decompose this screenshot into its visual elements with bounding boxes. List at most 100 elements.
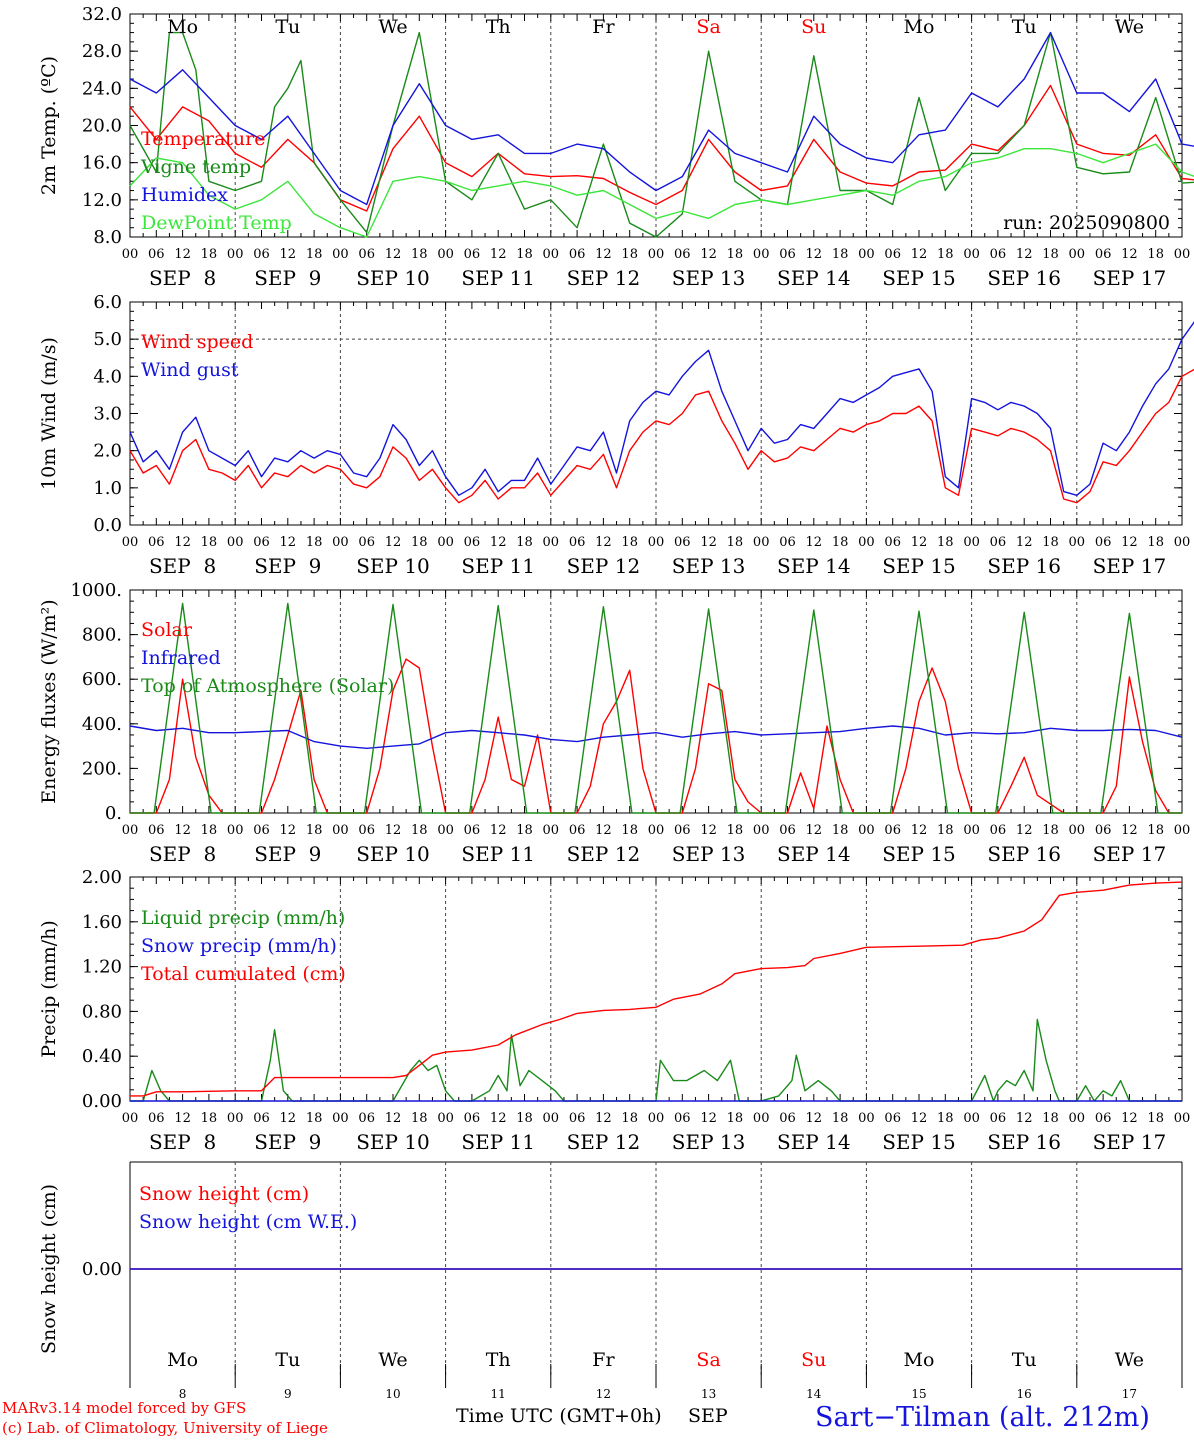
hour-label: 12	[385, 247, 402, 262]
y-tick-label: 800.	[82, 625, 122, 646]
time-axis-label: Time UTC (GMT+0h)	[456, 1405, 662, 1427]
month-label: SEP	[688, 1405, 728, 1427]
hour-label: 06	[358, 247, 375, 262]
hour-label: 12	[490, 535, 507, 550]
hour-label: 00	[1174, 535, 1191, 550]
hour-label: 12	[700, 247, 717, 262]
hour-label: 06	[569, 823, 586, 838]
hour-label: 12	[385, 1111, 402, 1126]
hour-label: 00	[963, 1111, 980, 1126]
hour-label: 00	[858, 535, 875, 550]
hour-label: 12	[174, 823, 191, 838]
plot-frame	[129, 589, 1183, 814]
hour-label: 06	[1095, 247, 1112, 262]
hour-label: 12	[174, 535, 191, 550]
hour-label: 06	[148, 535, 165, 550]
date-label: SEP 13	[672, 554, 746, 578]
hour-label: 00	[437, 535, 454, 550]
hour-label: 18	[727, 247, 744, 262]
legend-entry: Vigne temp	[140, 156, 251, 178]
panel-1	[129, 13, 1194, 238]
hour-label: 00	[122, 535, 139, 550]
hour-label: 00	[963, 823, 980, 838]
hour-label: 00	[753, 247, 770, 262]
hour-label: 12	[1016, 823, 1033, 838]
hour-label: 18	[411, 823, 428, 838]
date-label: SEP 14	[777, 842, 851, 866]
hour-label: 06	[358, 1111, 375, 1126]
hour-label: 18	[832, 823, 849, 838]
date-label: SEP 14	[777, 266, 851, 290]
hour-label: 06	[253, 823, 270, 838]
hour-label: 12	[595, 247, 612, 262]
hour-label: 18	[832, 1111, 849, 1126]
weekday-label: Fr	[592, 16, 615, 38]
hour-label: 12	[1016, 1111, 1033, 1126]
run-label: run: 2025090800	[1003, 212, 1170, 234]
day-number-label: 8	[179, 1387, 187, 1401]
hour-label: 00	[648, 247, 665, 262]
date-label: SEP 13	[672, 842, 746, 866]
hour-label: 06	[358, 535, 375, 550]
hour-label: 18	[621, 1111, 638, 1126]
day-number-label: 17	[1122, 1387, 1137, 1401]
hour-label: 18	[201, 535, 218, 550]
hour-label: 18	[1042, 1111, 1059, 1126]
hour-label: 06	[990, 247, 1007, 262]
hour-label: 00	[858, 823, 875, 838]
date-label: SEP 12	[567, 1130, 641, 1154]
hour-label: 00	[1069, 247, 1086, 262]
hour-label: 18	[201, 823, 218, 838]
hour-label: 12	[1121, 247, 1138, 262]
station-title: Sart−Tilman (alt. 212m)	[815, 1402, 1150, 1433]
hour-label: 18	[1147, 1111, 1164, 1126]
hour-label: 00	[1069, 823, 1086, 838]
day-number-label: 12	[596, 1387, 611, 1401]
series-line	[129, 321, 1194, 496]
hour-label: 12	[1121, 823, 1138, 838]
y-axis-label: Precip (mm/h)	[38, 920, 60, 1058]
legend-entry: Top of Atmosphere (Solar)	[141, 675, 394, 697]
legend-entry: Snow height (cm W.E.)	[139, 1211, 357, 1233]
hour-label: 06	[569, 247, 586, 262]
y-axis-label: Energy fluxes (W/m²)	[38, 599, 60, 803]
weekday-label: Mo	[167, 1349, 198, 1371]
y-tick-label: 1000.	[70, 580, 122, 601]
hour-label: 18	[201, 247, 218, 262]
date-label: SEP 12	[567, 554, 641, 578]
legend-entry: Wind gust	[141, 359, 239, 381]
weekday-label: We	[1115, 1349, 1144, 1371]
hour-label: 06	[884, 823, 901, 838]
hour-label: 00	[753, 535, 770, 550]
date-label: SEP 13	[672, 266, 746, 290]
y-tick-label: 2.00	[82, 867, 122, 888]
hour-label: 06	[990, 535, 1007, 550]
hour-label: 06	[464, 1111, 481, 1126]
hour-label: 00	[1174, 247, 1191, 262]
hour-label: 12	[490, 1111, 507, 1126]
hour-label: 12	[280, 535, 297, 550]
hour-label: 12	[700, 1111, 717, 1126]
date-label: SEP 17	[1093, 266, 1167, 290]
date-label: SEP 15	[882, 842, 956, 866]
panel-3	[129, 589, 1183, 814]
hour-label: 06	[674, 823, 691, 838]
hour-label: 12	[280, 823, 297, 838]
date-label: SEP 17	[1093, 842, 1167, 866]
hour-label: 12	[911, 823, 928, 838]
hour-label: 00	[122, 247, 139, 262]
hour-label: 18	[516, 247, 533, 262]
hour-label: 12	[595, 1111, 612, 1126]
hour-label: 00	[1174, 1111, 1191, 1126]
legend-entry: Snow precip (mm/h)	[141, 935, 337, 957]
hour-label: 18	[306, 823, 323, 838]
y-axis-label: 10m Wind (m/s)	[38, 337, 60, 490]
legend-entry: Total cumulated (cm)	[141, 963, 346, 985]
hour-label: 06	[1095, 823, 1112, 838]
day-number-label: 13	[701, 1387, 716, 1401]
hour-label: 18	[937, 823, 954, 838]
hour-label: 18	[621, 823, 638, 838]
hour-label: 06	[569, 535, 586, 550]
hour-label: 12	[1016, 535, 1033, 550]
day-number-label: 11	[491, 1387, 506, 1401]
